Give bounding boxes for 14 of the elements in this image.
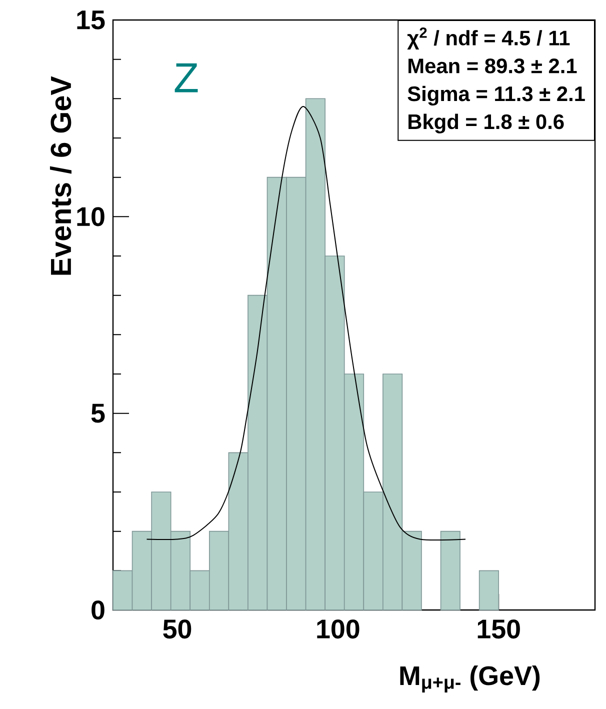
annotation: χ$^{2}$ / ndf = 4.5 / 11: [407, 28, 570, 50]
x-tick-label: 100: [317, 620, 360, 639]
y-tick-label: 5: [91, 404, 105, 423]
y-tick-label: 10: [77, 207, 104, 226]
y-tick-label: 0: [92, 600, 104, 620]
x-tick-label: 150: [478, 620, 520, 639]
annotation: Mean = 89.3 ± 2.1: [408, 58, 577, 74]
y-axis-title: Events / 6 GeV: [50, 76, 72, 275]
annotation: Sigma = 11.3 ± 2.1: [408, 86, 585, 106]
x-tick-label: 50: [163, 620, 192, 639]
annotation: Bkgd = 1.8 ± 0.6: [408, 114, 564, 134]
annotation: Z: [174, 63, 198, 92]
y-tick-label: 15: [77, 10, 105, 30]
x-axis-title: M$_{μ+μ-}$ (GeV): [400, 666, 540, 693]
